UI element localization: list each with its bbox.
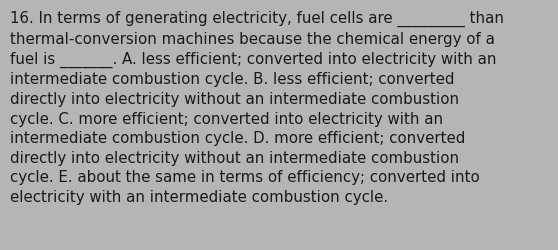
- Text: 16. In terms of generating electricity, fuel cells are _________ than
thermal-co: 16. In terms of generating electricity, …: [10, 11, 504, 204]
